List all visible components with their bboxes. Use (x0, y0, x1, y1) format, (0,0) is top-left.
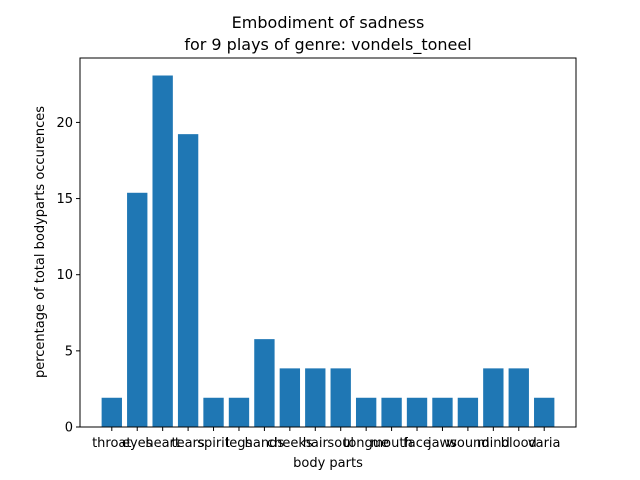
x-tick-label: legs (226, 436, 253, 451)
bar-wound (457, 397, 479, 427)
plot-area-frame (79, 57, 577, 428)
x-tick-label: jaws (427, 436, 457, 451)
bar-jaws (432, 397, 453, 427)
bar-hands (254, 339, 275, 427)
x-tick-label: varia (528, 436, 561, 451)
x-tick-label: heart (145, 436, 180, 451)
bar-varia (534, 397, 555, 427)
chart-subtitle: for 9 plays of genre: vondels_toneel (184, 35, 471, 55)
bar-heart (152, 75, 173, 427)
bar-face (406, 397, 428, 427)
x-tick-label: soul (327, 436, 354, 451)
bar-throat (101, 397, 122, 427)
bar-soul (330, 368, 351, 427)
y-tick-label: 0 (65, 421, 73, 436)
bar-tongue (355, 397, 377, 427)
y-tick-label: 10 (56, 268, 73, 283)
x-axis-label: body parts (293, 456, 363, 471)
x-tick-label: face (403, 436, 431, 451)
x-tick-label: spirit (197, 436, 230, 451)
x-tick-label: tears (172, 436, 205, 451)
bar-mouth (381, 397, 402, 427)
bars-group (101, 75, 555, 427)
bar-cheeks (279, 368, 301, 427)
bar-legs (228, 397, 250, 427)
x-tick-label: wound (446, 436, 489, 451)
bar-blood (508, 368, 529, 427)
chart-title: Embodiment of sadness (232, 13, 425, 32)
y-tick-label: 20 (56, 116, 73, 131)
bar-hair (305, 368, 326, 427)
y-axis-label: percentage of total bodyparts occurences (33, 106, 48, 378)
y-tick-label: 15 (56, 192, 73, 207)
bar-tears (177, 134, 199, 427)
bar-eyes (127, 192, 148, 427)
bar-spirit (203, 397, 224, 427)
x-tick-label: mouth (370, 436, 412, 451)
x-axis-ticks: throateyeshearttearsspiritlegshandscheek… (92, 427, 561, 451)
x-tick-label: tongue (343, 436, 389, 451)
x-tick-label: cheeks (267, 436, 313, 451)
x-tick-label: blood (501, 436, 537, 451)
bar-mind (483, 368, 504, 427)
x-tick-label: hands (245, 436, 285, 451)
x-tick-label: mind (477, 436, 510, 451)
y-tick-label: 5 (65, 344, 73, 359)
x-tick-label: throat (92, 436, 131, 451)
x-tick-label: eyes (122, 436, 153, 451)
y-axis-ticks: 0 5 10 15 20 (56, 116, 80, 436)
x-tick-label: hair (303, 436, 329, 451)
